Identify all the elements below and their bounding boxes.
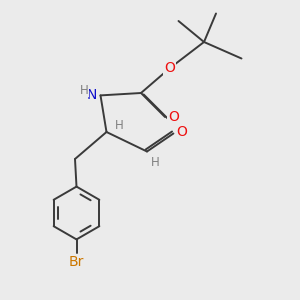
Text: O: O (168, 110, 179, 124)
Text: Br: Br (69, 255, 84, 269)
Text: O: O (164, 61, 175, 75)
Text: N: N (86, 88, 97, 102)
Text: H: H (151, 156, 160, 170)
Text: H: H (115, 119, 124, 132)
Text: H: H (80, 83, 88, 97)
Text: O: O (176, 125, 187, 139)
